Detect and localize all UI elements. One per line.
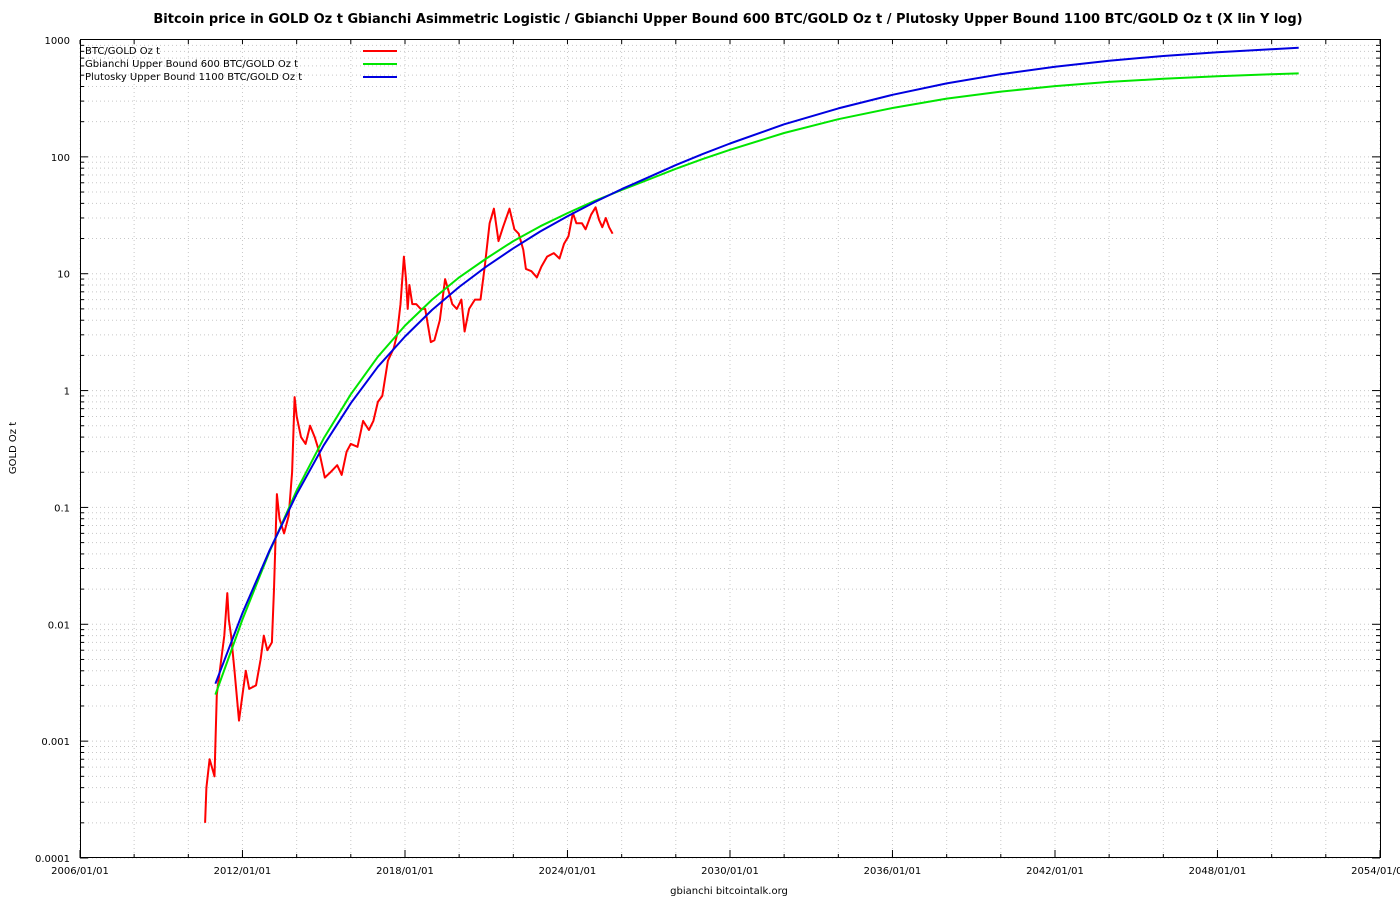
y-tick-label: 0.01 bbox=[48, 620, 70, 631]
series-line-3 bbox=[214, 46, 1299, 685]
y-tick-label: 0.0001 bbox=[35, 854, 70, 865]
y-tick-label: 1000 bbox=[45, 36, 70, 47]
series-line-1 bbox=[204, 206, 614, 823]
y-tick-label: 100 bbox=[51, 153, 70, 164]
x-tick-label: 2048/01/01 bbox=[1189, 866, 1247, 877]
legend: BTC/GOLD Oz t Gbianchi Upper Bound 600 BT… bbox=[85, 46, 397, 83]
x-tick-label: 2018/01/01 bbox=[376, 866, 434, 877]
y-tick-label: 0.1 bbox=[54, 503, 70, 514]
series-group bbox=[204, 46, 1299, 823]
x-tick-label: 2054/01/01 bbox=[1351, 866, 1400, 877]
x-tick-label: 2006/01/01 bbox=[51, 866, 109, 877]
y-tick-label: 1 bbox=[64, 387, 70, 398]
grid bbox=[79, 40, 1381, 859]
chart-title: Bitcoin price in GOLD Oz t Gbianchi Asim… bbox=[153, 12, 1302, 27]
x-tick-label: 2030/01/01 bbox=[701, 866, 759, 877]
x-tick-label: 2042/01/01 bbox=[1026, 866, 1084, 877]
x-axis-label: gbianchi bitcointalk.org bbox=[670, 886, 788, 897]
legend-label-2: Gbianchi Upper Bound 600 BTC/GOLD Oz t bbox=[85, 59, 298, 70]
legend-label-1: BTC/GOLD Oz t bbox=[85, 46, 160, 57]
legend-label-3: Plutosky Upper Bound 1100 BTC/GOLD Oz t bbox=[85, 72, 302, 83]
axes: 2006/01/01 2012/01/01 2018/01/01 2024/01/01… bbox=[35, 36, 1400, 877]
x-tick-label: 2012/01/01 bbox=[214, 866, 272, 877]
y-tick-label: 10 bbox=[57, 270, 70, 281]
x-tick-label: 2024/01/01 bbox=[539, 866, 597, 877]
y-tick-label: 0.001 bbox=[41, 737, 70, 748]
y-axis-label: GOLD Oz t bbox=[8, 422, 19, 474]
x-tick-label: 2036/01/01 bbox=[864, 866, 922, 877]
